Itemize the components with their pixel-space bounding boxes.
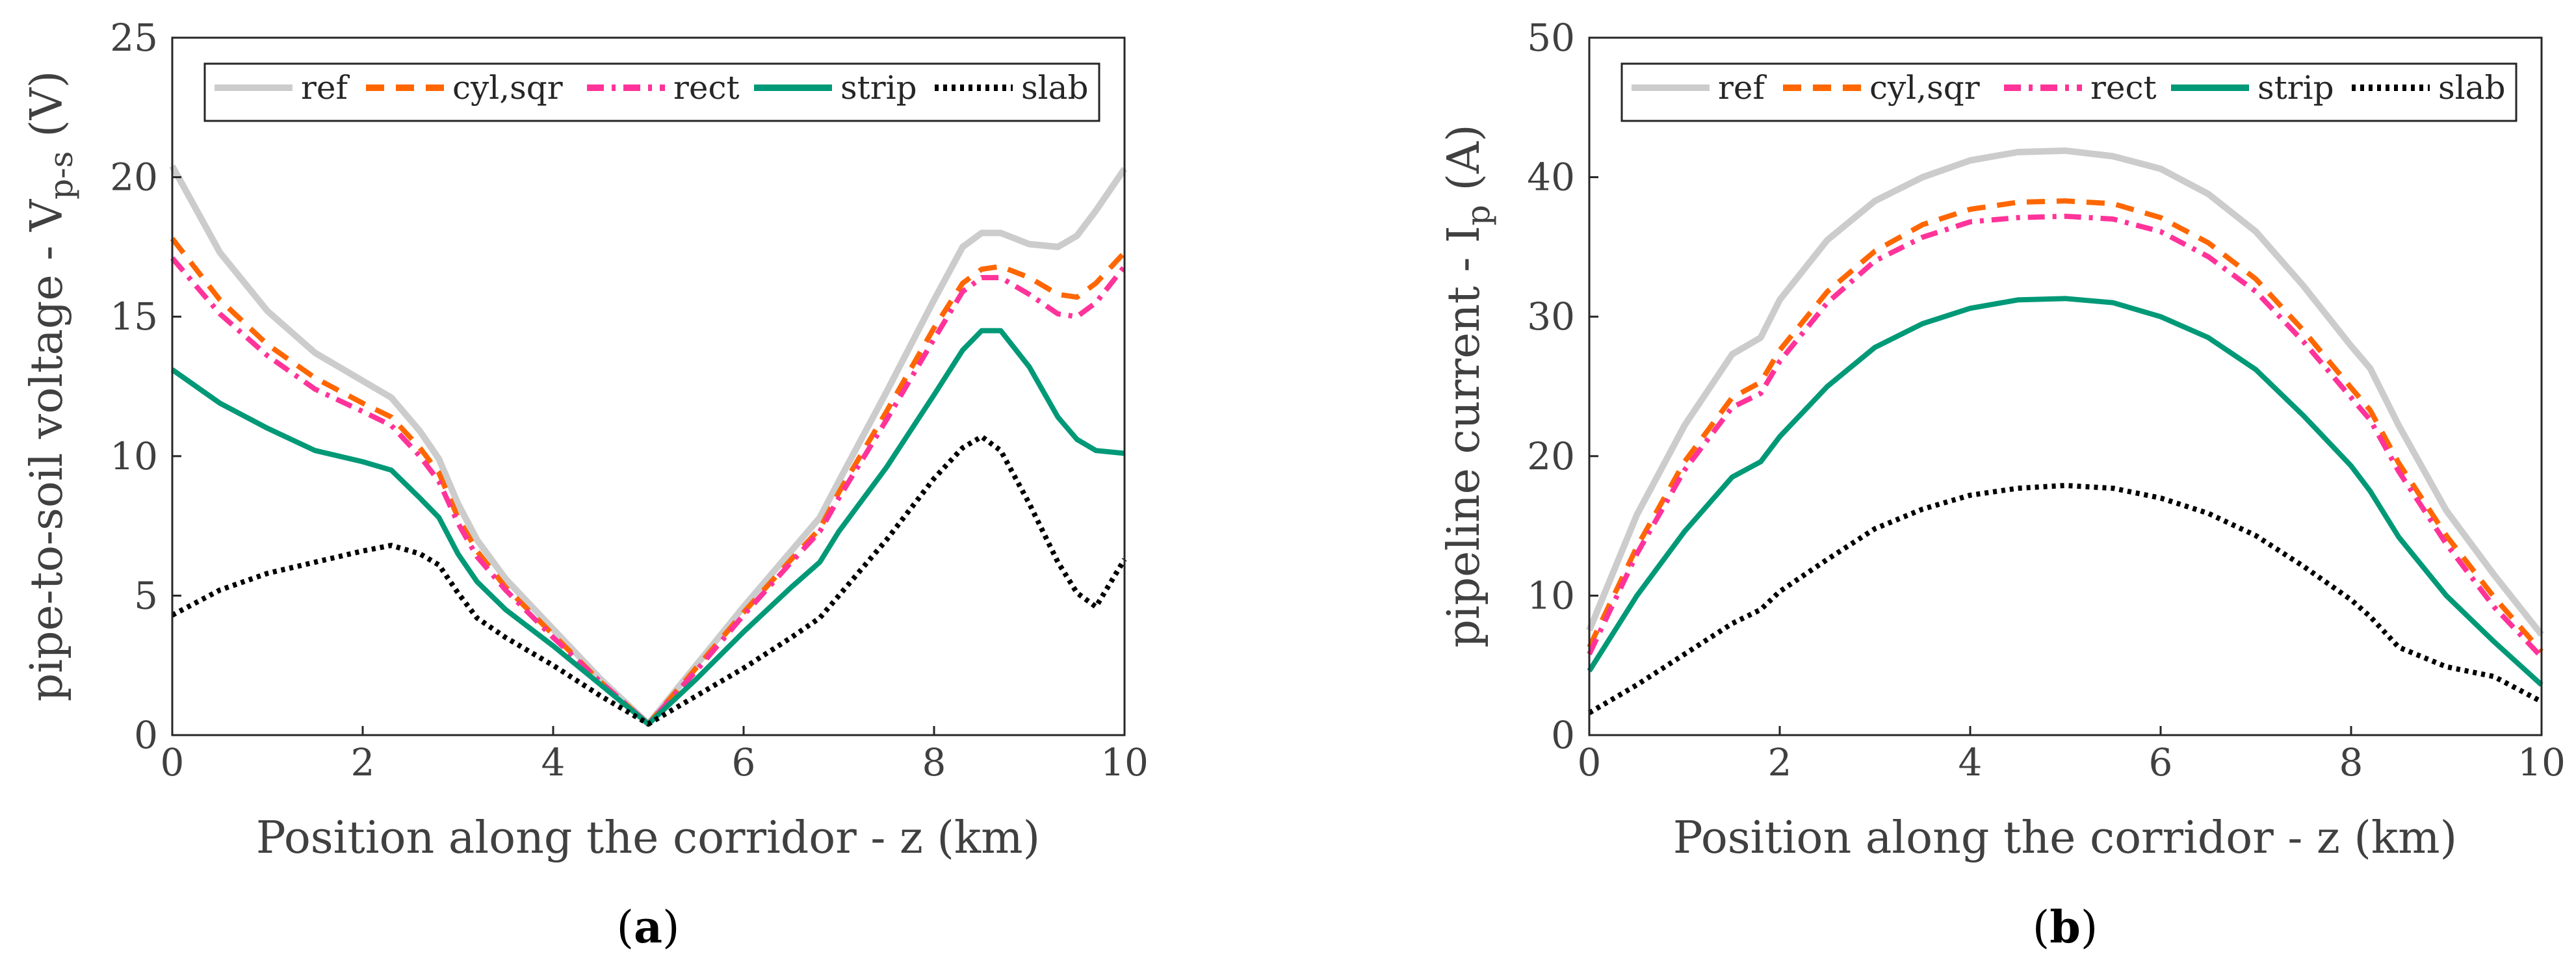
y-tick-label-a: 15 — [110, 294, 158, 339]
y-axis-title-sub-a: p-s — [42, 151, 80, 200]
legend-box-b — [1620, 62, 2517, 122]
x-axis-title-a: Position along the corridor - z (km) — [256, 812, 1040, 864]
y-tick-label-a: 10 — [110, 434, 158, 478]
series-line-strip-b — [1587, 296, 2543, 687]
series-line-slab-a — [171, 434, 1127, 727]
y-tick-label-b: 40 — [1527, 155, 1575, 200]
x-tick-label-b: 4 — [1958, 740, 1983, 785]
series-line-strip-a — [170, 328, 1125, 727]
x-tick-label-b: 2 — [1768, 740, 1792, 785]
legend-label-strip-b: strip — [2257, 69, 2334, 107]
series-group-b — [1586, 147, 2544, 716]
caption-open-a: ( — [616, 902, 634, 954]
y-tick-label-b: 30 — [1527, 294, 1575, 339]
y-tick-label-a: 0 — [134, 713, 158, 757]
y-axis-title-b: pipeline current - Ip (A) — [1438, 124, 1497, 647]
plot-frame-b — [1588, 36, 2543, 736]
legend-label-cyl-b: cyl,sqr — [1869, 69, 1980, 107]
caption-letter-b: b — [2049, 902, 2081, 954]
x-tick-label-b: 8 — [2339, 740, 2363, 785]
caption-a: (a) — [616, 902, 679, 954]
legend-label-strip-a: strip — [840, 69, 917, 107]
series-line-ref-b — [1586, 147, 2544, 637]
series-group-a — [169, 164, 1128, 727]
chart-panel-b: 0 2 4 6 8 10 0 10 20 30 40 50 ref cyl,sqr rect stri… — [1438, 16, 2566, 954]
legend-label-slab-b: slab — [2438, 69, 2505, 107]
legend-box-a — [203, 62, 1100, 122]
series-line-ref-a — [169, 164, 1128, 727]
y-axis-title-a: pipe-to-soil voltage - Vp-s (V) — [21, 71, 80, 702]
x-tick-label-b: 0 — [1578, 740, 1602, 785]
tick-group-b: 0 2 4 6 8 10 0 10 20 30 40 50 — [1527, 16, 2566, 785]
legend-label-rect-a: rect — [673, 69, 740, 107]
tick-group-a: 0 2 4 6 8 10 0 5 10 15 20 25 — [110, 16, 1149, 785]
x-tick-label-a: 8 — [922, 740, 946, 785]
legend-label-ref-a: ref — [301, 69, 350, 107]
legend-label-slab-a: slab — [1021, 69, 1088, 107]
y-tick-label-a: 5 — [134, 573, 158, 617]
y-axis-title-unit-a: (V) — [21, 71, 73, 151]
caption-letter-a: a — [634, 902, 662, 954]
caption-b: (b) — [2033, 902, 2098, 954]
series-line-rect-a — [170, 256, 1127, 727]
series-line-rect-b — [1587, 213, 2543, 659]
x-tick-label-b: 10 — [2517, 740, 2566, 785]
y-tick-label-a: 20 — [110, 155, 158, 200]
legend-label-ref-b: ref — [1718, 69, 1767, 107]
plot-frame-a — [171, 36, 1126, 736]
legend-b: ref cyl,sqr rect strip slab — [1620, 62, 2517, 122]
y-axis-title-main-a: pipe-to-soil voltage - V — [21, 198, 73, 701]
y-tick-label-a: 25 — [110, 16, 158, 60]
x-tick-label-a: 10 — [1100, 740, 1149, 785]
caption-close-a: ) — [662, 902, 680, 954]
caption-close-b: ) — [2081, 902, 2098, 954]
series-line-cyl-sqr-b — [1587, 198, 2544, 653]
x-tick-label-a: 0 — [161, 740, 185, 785]
series-line-cyl-sqr-a — [170, 237, 1126, 727]
legend-label-cyl-a: cyl,sqr — [452, 69, 563, 107]
x-tick-label-a: 2 — [351, 740, 375, 785]
y-tick-label-b: 20 — [1527, 434, 1575, 478]
y-tick-label-b: 0 — [1551, 713, 1575, 757]
plot-area-b — [1589, 38, 2542, 735]
x-tick-label-a: 4 — [541, 740, 566, 785]
series-line-slab-b — [1587, 482, 2543, 716]
legend-label-rect-b: rect — [2090, 69, 2157, 107]
y-axis-title-unit-b: (A) — [1438, 124, 1490, 205]
x-axis-title-b: Position along the corridor - z (km) — [1673, 812, 2457, 864]
legend-a: ref cyl,sqr rect strip slab — [203, 62, 1100, 122]
y-tick-label-b: 50 — [1527, 16, 1575, 60]
x-tick-label-b: 6 — [2149, 740, 2173, 785]
caption-open-b: ( — [2033, 902, 2050, 954]
y-axis-title-main-b: pipeline current - I — [1438, 226, 1490, 648]
chart-panel-a: 0 2 4 6 8 10 0 5 10 15 20 25 ref cyl,sqr rect strip… — [21, 16, 1149, 954]
y-tick-label-b: 10 — [1527, 573, 1575, 617]
y-axis-title-sub-b: p — [1459, 205, 1497, 226]
x-tick-label-a: 6 — [732, 740, 756, 785]
